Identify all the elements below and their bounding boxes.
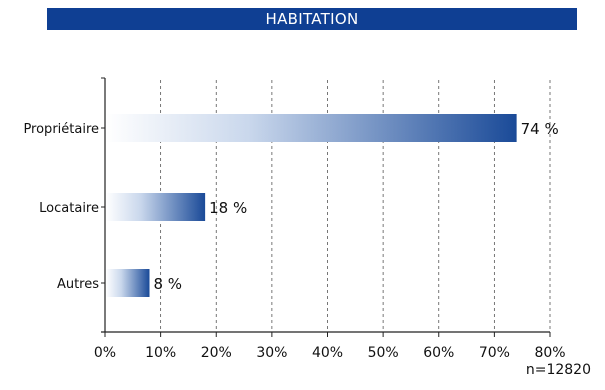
bar-1	[106, 193, 206, 221]
x-tick-label: 0%	[94, 345, 116, 361]
value-label: 74 %	[521, 120, 559, 138]
x-tick-label: 10%	[145, 345, 176, 361]
category-label: Autres	[57, 277, 99, 292]
x-tick-label: 40%	[312, 345, 343, 361]
x-tick-label: 20%	[201, 345, 232, 361]
x-tick-label: 50%	[368, 345, 399, 361]
bar-2	[106, 269, 150, 297]
x-tick-label: 80%	[534, 345, 565, 361]
value-label: 18 %	[209, 199, 247, 217]
sample-size-label: n=12820	[525, 362, 591, 378]
x-tick-label: 70%	[479, 345, 510, 361]
bar-0	[106, 114, 517, 142]
category-label: Propriétaire	[23, 122, 99, 137]
category-label: Locataire	[39, 201, 99, 216]
x-tick-label: 30%	[256, 345, 287, 361]
chart-title: HABITATION	[47, 8, 577, 30]
value-label: 8 %	[154, 275, 183, 293]
x-tick-label: 60%	[423, 345, 454, 361]
